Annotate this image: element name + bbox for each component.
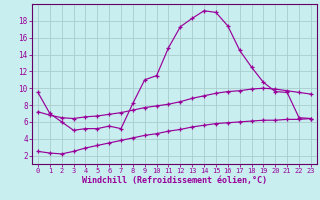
X-axis label: Windchill (Refroidissement éolien,°C): Windchill (Refroidissement éolien,°C)	[82, 176, 267, 185]
